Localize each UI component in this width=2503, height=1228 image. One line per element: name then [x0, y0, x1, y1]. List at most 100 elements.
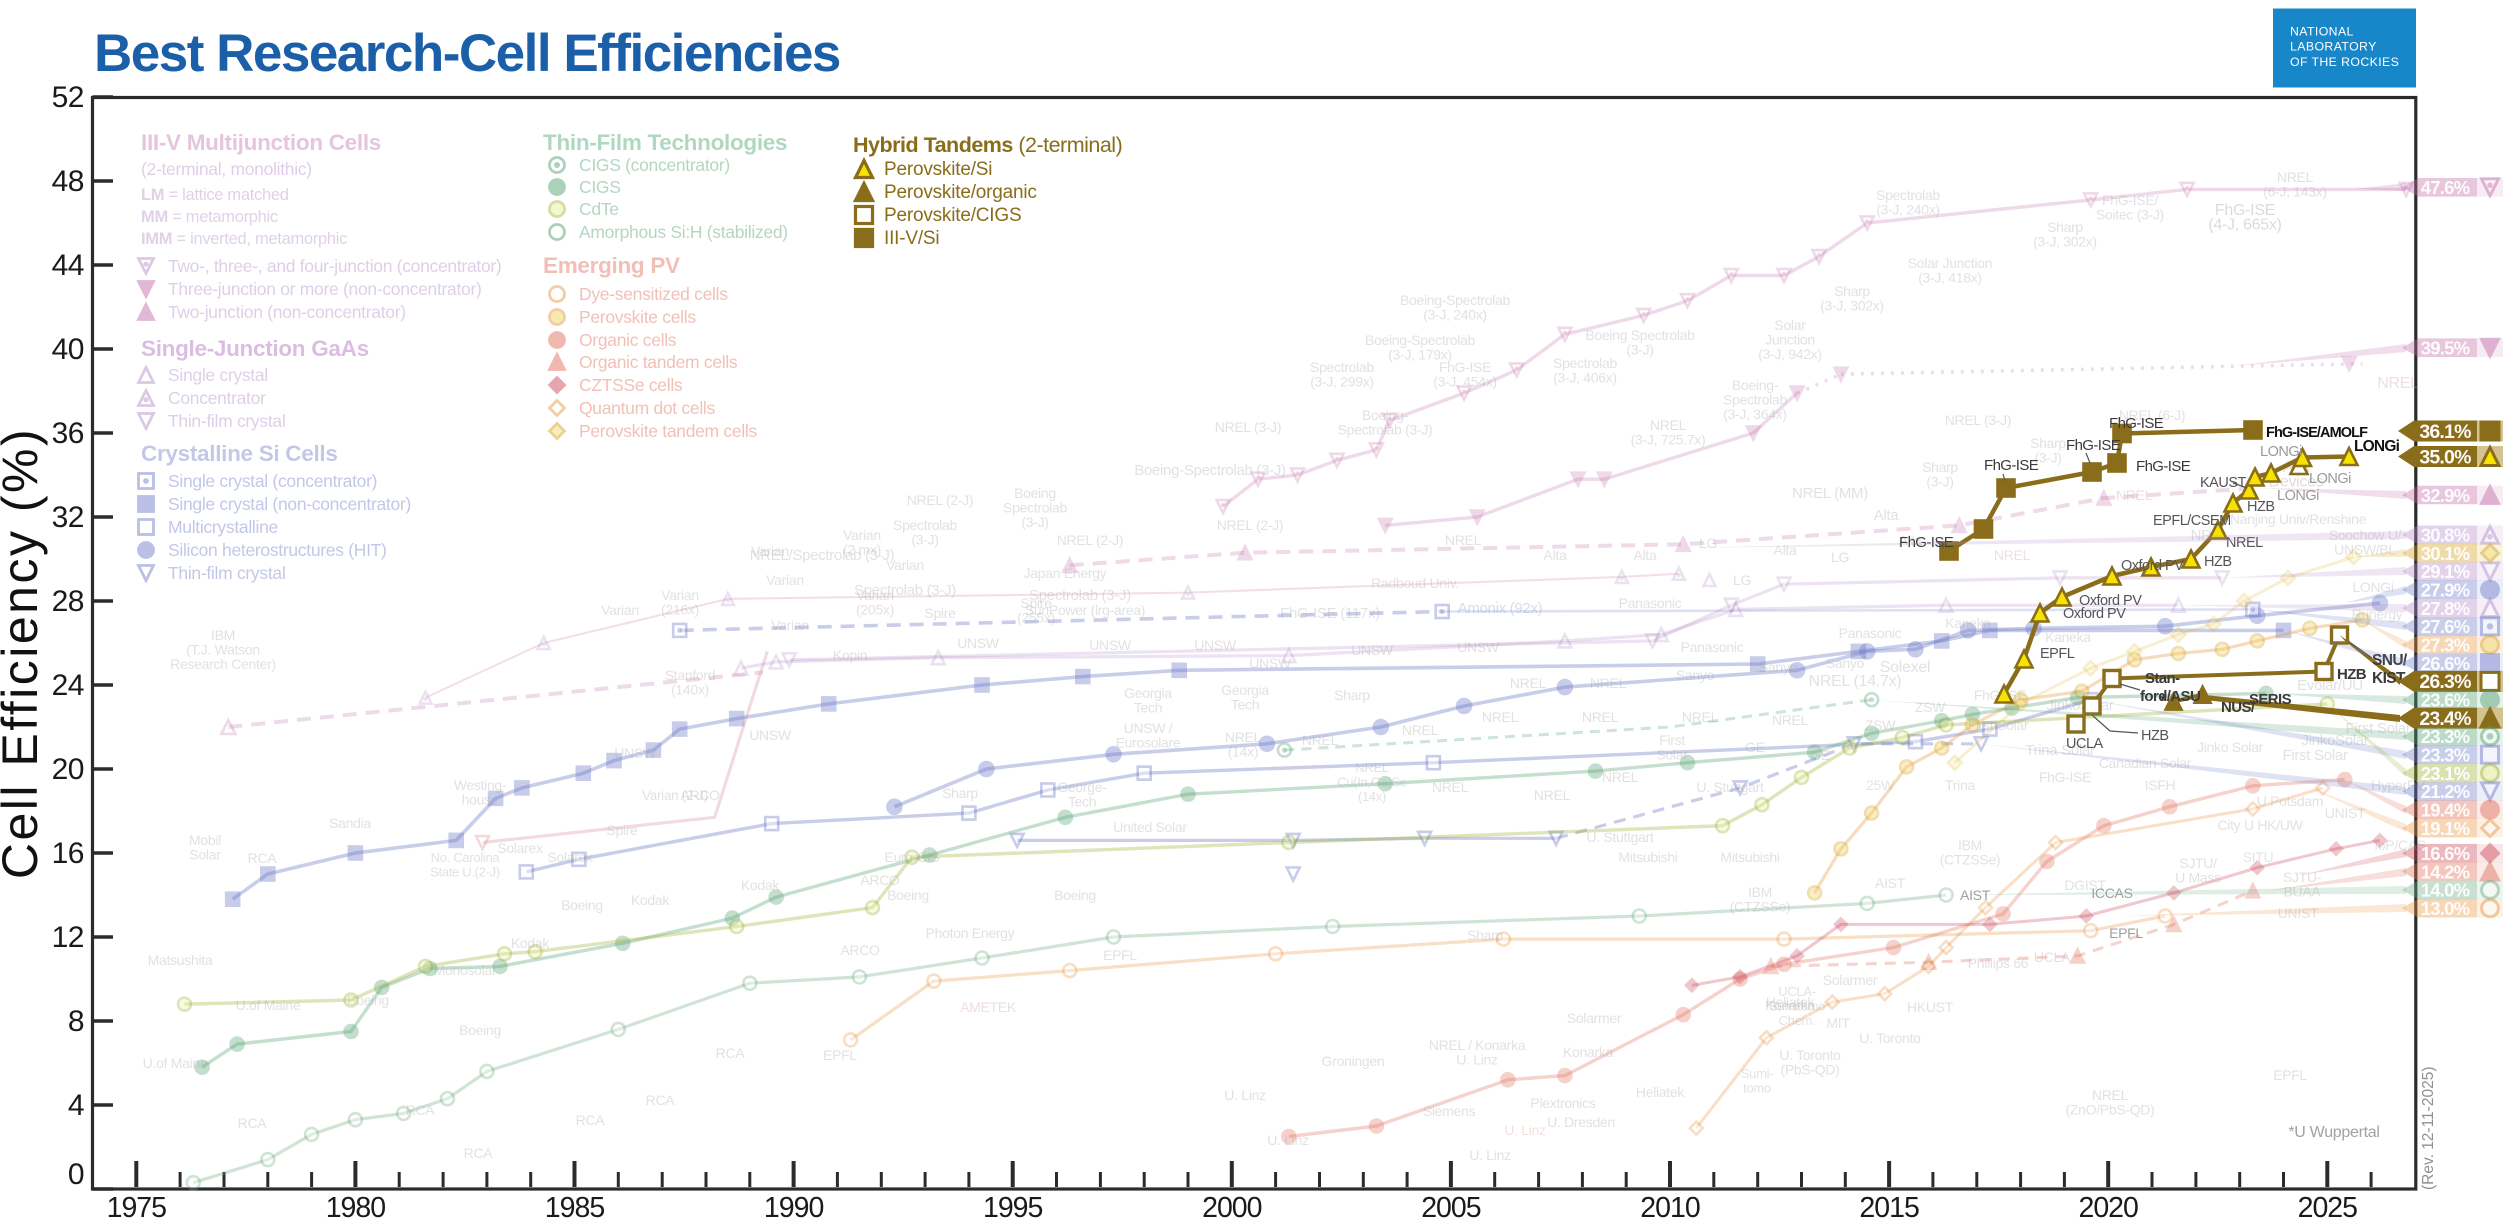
svg-text:Organic tandem cells: Organic tandem cells — [579, 352, 738, 372]
svg-text:23.4%: 23.4% — [2419, 708, 2471, 730]
svg-text:NUS/: NUS/ — [2221, 699, 2256, 716]
svg-text:Varian (2-J): Varian (2-J) — [642, 788, 708, 803]
svg-text:UCLA: UCLA — [2034, 949, 2071, 965]
svg-text:2010: 2010 — [1640, 1192, 1700, 1224]
svg-text:(6-J, 143x): (6-J, 143x) — [2263, 184, 2327, 200]
svg-text:U. Toronto: U. Toronto — [1779, 1047, 1841, 1063]
svg-text:(3-J): (3-J) — [2034, 450, 2061, 466]
svg-text:(3-J): (3-J) — [1926, 474, 1953, 490]
svg-text:Westing-: Westing- — [454, 777, 507, 793]
svg-text:Spectrolab: Spectrolab — [1553, 355, 1617, 371]
svg-text:Sumi-: Sumi- — [1741, 1066, 1773, 1081]
svg-text:Sandia: Sandia — [329, 815, 371, 831]
svg-text:ford/ASU: ford/ASU — [2140, 688, 2200, 705]
svg-text:JinkoSolar: JinkoSolar — [2301, 732, 2368, 749]
svg-text:Oxford PV: Oxford PV — [2079, 593, 2142, 609]
svg-text:Euro-CIS: Euro-CIS — [884, 849, 939, 865]
svg-text:Sharp: Sharp — [2047, 219, 2083, 235]
svg-text:ZSW: ZSW — [1915, 699, 1946, 715]
svg-text:Stan-: Stan- — [2145, 670, 2180, 687]
svg-text:Solarmer: Solarmer — [1567, 1010, 1622, 1026]
svg-text:Kodak: Kodak — [511, 935, 550, 951]
svg-text:No. Carolina: No. Carolina — [431, 850, 501, 865]
svg-text:IBM: IBM — [1748, 884, 1772, 900]
svg-text:Panasonic: Panasonic — [1839, 625, 1902, 641]
svg-text:19.4%: 19.4% — [2421, 800, 2470, 821]
svg-text:Dye-sensitized cells: Dye-sensitized cells — [579, 284, 728, 304]
svg-text:IBM: IBM — [211, 627, 235, 643]
svg-text:Kaneka: Kaneka — [2045, 629, 2091, 645]
svg-text:FhG-ISE: FhG-ISE — [1984, 457, 2039, 474]
svg-text:GE: GE — [1745, 739, 1765, 755]
svg-text:First Solar: First Solar — [2345, 720, 2410, 737]
svg-text:19.1%: 19.1% — [2421, 818, 2470, 839]
svg-text:LONGi: LONGi — [2309, 471, 2351, 487]
svg-text:(3-J): (3-J) — [1626, 342, 1653, 358]
svg-text:16.6%: 16.6% — [2421, 843, 2470, 864]
svg-text:DGIST: DGIST — [2064, 877, 2106, 893]
svg-text:Oxford PV: Oxford PV — [2063, 606, 2126, 622]
svg-text:AIST: AIST — [1960, 887, 1991, 903]
svg-text:Solexel: Solexel — [1880, 659, 1930, 676]
svg-text:26.6%: 26.6% — [2421, 653, 2470, 674]
svg-text:AMETEK: AMETEK — [960, 999, 1017, 1015]
svg-text:EPFL: EPFL — [2109, 925, 2143, 941]
svg-text:RCA: RCA — [576, 1112, 606, 1128]
svg-text:CZTSSe cells: CZTSSe cells — [579, 375, 683, 395]
svg-text:LG: LG — [1699, 535, 1717, 551]
svg-text:Varian: Varian — [886, 557, 924, 573]
svg-text:RCA: RCA — [406, 1102, 436, 1118]
svg-text:Perovskite/CIGS: Perovskite/CIGS — [884, 205, 1021, 226]
svg-text:16: 16 — [52, 837, 84, 870]
svg-text:U. Linz: U. Linz — [1504, 1122, 1546, 1138]
svg-text:Plextronics: Plextronics — [1530, 1095, 1595, 1111]
svg-text:LG: LG — [1831, 549, 1849, 565]
svg-text:Evolar/UU: Evolar/UU — [2297, 677, 2363, 694]
svg-text:44: 44 — [52, 249, 84, 282]
svg-text:0: 0 — [68, 1158, 84, 1191]
svg-text:1990: 1990 — [764, 1192, 824, 1224]
svg-text:UNSW: UNSW — [1194, 637, 1237, 653]
svg-text:Konarka: Konarka — [1765, 997, 1816, 1013]
svg-text:UNIST: UNIST — [2278, 905, 2319, 921]
svg-text:Tech: Tech — [1231, 697, 1259, 713]
svg-text:(3-J, 418x): (3-J, 418x) — [1918, 270, 1982, 286]
svg-text:U.of Maine: U.of Maine — [236, 997, 301, 1013]
svg-text:Thin-Film Technologies: Thin-Film Technologies — [543, 130, 787, 155]
svg-text:Varian: Varian — [601, 602, 639, 618]
svg-text:Boeing-Spectrolab (3-J): Boeing-Spectrolab (3-J) — [1134, 462, 1286, 479]
svg-text:Varian: Varian — [771, 617, 809, 633]
svg-text:Perovskite cells: Perovskite cells — [579, 307, 696, 327]
svg-text:35.0%: 35.0% — [2419, 446, 2471, 468]
svg-text:Spire: Spire — [1020, 595, 1052, 611]
svg-text:NREL (2-J): NREL (2-J) — [1217, 517, 1284, 533]
svg-text:FhG-ISE/AMOLF: FhG-ISE/AMOLF — [2266, 425, 2368, 441]
svg-text:Single-Junction GaAs: Single-Junction GaAs — [141, 336, 369, 361]
svg-text:4: 4 — [68, 1089, 84, 1122]
svg-text:(CTZSSe): (CTZSSe) — [1730, 899, 1791, 915]
svg-text:1995: 1995 — [983, 1192, 1043, 1224]
svg-text:Trina Solar: Trina Solar — [2025, 742, 2095, 759]
svg-text:27.3%: 27.3% — [2421, 635, 2470, 656]
svg-text:UNSW: UNSW — [749, 727, 792, 743]
svg-text:Spectrolab (3-J): Spectrolab (3-J) — [1338, 422, 1433, 438]
svg-text:Sharp: Sharp — [1467, 927, 1503, 943]
svg-text:Cu(In,Ga)Se: Cu(In,Ga)Se — [1337, 775, 1407, 790]
svg-text:(3-J, 364x): (3-J, 364x) — [1723, 406, 1787, 422]
svg-text:U. Linz: U. Linz — [1224, 1087, 1266, 1103]
svg-text:Spectrolab (3-J): Spectrolab (3-J) — [1029, 587, 1131, 604]
svg-text:Best Research-Cell Efficiencie: Best Research-Cell Efficiencies — [94, 24, 840, 83]
svg-text:NREL: NREL — [1994, 547, 2031, 563]
svg-text:23.3%: 23.3% — [2421, 745, 2470, 766]
svg-text:LG: LG — [1733, 572, 1751, 588]
svg-text:EPFL: EPFL — [2040, 646, 2075, 662]
svg-text:28: 28 — [52, 585, 84, 618]
svg-text:2005: 2005 — [1421, 1192, 1481, 1224]
svg-text:UCLA-: UCLA- — [1778, 984, 1816, 999]
svg-text:Amorphous Si:H (stabilized): Amorphous Si:H (stabilized) — [579, 222, 788, 242]
svg-text:14.0%: 14.0% — [2421, 880, 2470, 901]
svg-text:1975: 1975 — [107, 1192, 167, 1224]
svg-text:Sharp: Sharp — [2030, 435, 2066, 451]
svg-text:Solarex: Solarex — [497, 840, 543, 856]
svg-text:(4-J, 665x): (4-J, 665x) — [2208, 217, 2281, 234]
